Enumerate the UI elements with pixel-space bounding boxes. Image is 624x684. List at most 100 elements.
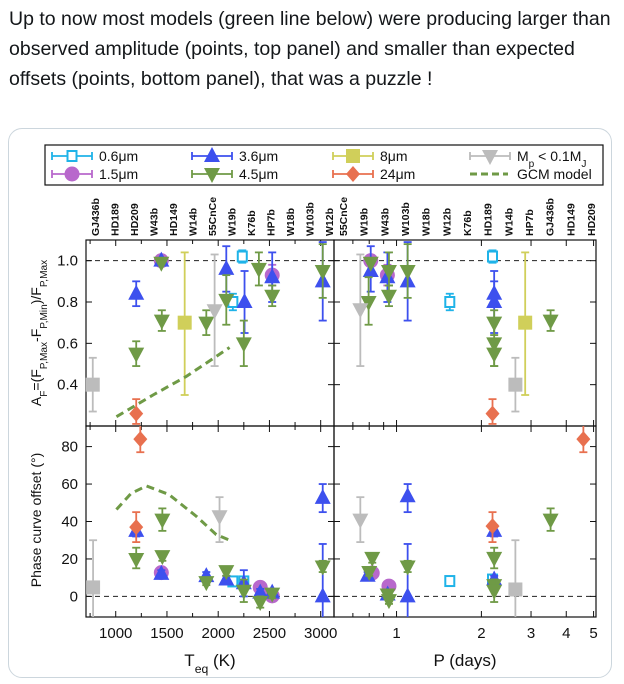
- x-tick-label: 3: [527, 625, 535, 642]
- legend-item-label: 0.6μm: [99, 148, 138, 164]
- x-tick-label: 4: [562, 625, 570, 642]
- data-point-diamond: [576, 431, 591, 448]
- data-point-triangle-down: [360, 296, 377, 311]
- data-point-triangle-down: [486, 551, 503, 567]
- data-point-triangle-down: [204, 168, 220, 183]
- y-axis-label-bottom: Phase curve offset (°): [28, 453, 44, 588]
- planet-label: W12b: [441, 208, 453, 236]
- data-point-triangle-up: [204, 147, 220, 162]
- planet-label: W103b: [400, 202, 412, 236]
- data-point-triangle-down: [380, 594, 397, 610]
- legend-item-label: 1.5μm: [99, 166, 138, 182]
- legend-box: [44, 144, 604, 186]
- data-point-square: [86, 580, 101, 595]
- data-point-triangle-down: [198, 316, 215, 332]
- data-point-square: [346, 149, 360, 163]
- data-point-triangle-down: [128, 552, 145, 568]
- data-point-triangle-down: [264, 289, 281, 305]
- data-point-square: [177, 315, 192, 330]
- data-point-triangle-up: [218, 259, 235, 275]
- data-point-square: [518, 315, 533, 330]
- data-point-triangle-down: [380, 289, 397, 305]
- planet-label: GJ436b: [545, 198, 557, 236]
- data-point-triangle-down: [314, 265, 331, 280]
- data-point-triangle-down: [252, 596, 269, 612]
- label-part: M: [517, 148, 529, 164]
- data-point-triangle-down: [154, 550, 171, 566]
- planet-label: W19b: [359, 208, 371, 236]
- data-point-open-square: [66, 150, 78, 162]
- data-point-diamond: [485, 518, 500, 535]
- label-part: -F: [28, 329, 44, 342]
- planet-label: 55CnCe: [338, 197, 350, 236]
- label-part: 8μm: [380, 148, 408, 164]
- data-point-triangle-down: [264, 587, 281, 603]
- data-point-triangle-down: [206, 304, 223, 320]
- label-part: A: [28, 396, 44, 406]
- label-part: P,Max: [39, 260, 50, 287]
- planet-label: W19b: [227, 208, 239, 236]
- x-tick-label: 2: [477, 625, 485, 642]
- data-point-triangle-down: [198, 576, 215, 592]
- label-part: Phase curve offset (°): [28, 453, 44, 588]
- data-point-triangle-down: [154, 513, 171, 529]
- planet-label: K76b: [462, 210, 474, 236]
- data-point-triangle-down: [128, 347, 145, 363]
- data-point-triangle-up: [399, 487, 416, 503]
- gcm-model-line: [115, 484, 231, 542]
- tweet-text: Up to now most models (green line below)…: [9, 8, 611, 90]
- legend-item-label: 3.6μm: [239, 148, 278, 164]
- legend-item-label: GCM model: [517, 166, 592, 182]
- data-point-triangle-up: [399, 587, 416, 603]
- label-part: GCM model: [517, 166, 592, 182]
- data-point-triangle-down: [352, 513, 369, 529]
- label-part: < 0.1M: [534, 148, 581, 164]
- y-tick-label: 0: [70, 588, 78, 605]
- y-axis-label-top: AF=(FP,Max-FP,Min)/FP,Max: [28, 260, 50, 406]
- data-point-circle: [64, 166, 80, 182]
- planet-label: GJ436b: [90, 198, 102, 236]
- data-point-triangle-down: [250, 262, 267, 278]
- data-point-triangle-down: [399, 265, 416, 280]
- label-part: 3.6μm: [239, 148, 278, 164]
- data-point-triangle-down: [211, 510, 228, 526]
- data-point-triangle-down: [314, 560, 331, 576]
- data-point-diamond: [133, 431, 148, 448]
- media-card[interactable]: [8, 128, 612, 678]
- planet-label: W14b: [188, 208, 200, 236]
- planet-label: W18b: [285, 208, 297, 236]
- label-part: P,Min: [39, 304, 50, 328]
- label-part: p: [529, 159, 535, 170]
- data-point-triangle-down: [153, 256, 170, 272]
- planet-label: W18b: [421, 208, 433, 236]
- x-tick-label: 3000: [304, 625, 337, 642]
- x-axis-label-left: Teq (K): [184, 651, 235, 676]
- data-point-diamond: [485, 405, 500, 422]
- data-point-triangle-up: [486, 293, 503, 308]
- y-tick-label: 0.4: [57, 377, 78, 394]
- data-point-triangle-up: [236, 293, 253, 308]
- data-point-triangle-down: [486, 584, 503, 600]
- label-part: P (days): [434, 651, 497, 670]
- data-point-square: [508, 582, 523, 597]
- y-tick-label: 40: [61, 514, 78, 531]
- label-part: 0.6μm: [99, 148, 138, 164]
- planet-label: K76b: [246, 210, 258, 236]
- label-part: T: [184, 651, 194, 670]
- data-point-square: [508, 377, 523, 392]
- data-point-diamond: [129, 519, 144, 536]
- planet-label: 55CnCe: [207, 197, 219, 236]
- label-part: 4.5μm: [239, 166, 278, 182]
- label-part: )/F: [28, 287, 44, 304]
- planet-label: HD149: [565, 203, 577, 236]
- x-tick-label: 2500: [253, 625, 286, 642]
- data-point-triangle-down: [482, 150, 498, 165]
- data-point-open-square: [444, 575, 456, 588]
- data-point-triangle-down: [352, 303, 369, 319]
- planet-label: HP7b: [524, 209, 536, 236]
- y-tick-label: 60: [61, 476, 78, 493]
- data-point-triangle-up: [128, 284, 145, 300]
- data-point-triangle-down: [218, 565, 235, 581]
- planet-label: W14b: [503, 208, 515, 236]
- data-point-triangle-up: [314, 488, 331, 504]
